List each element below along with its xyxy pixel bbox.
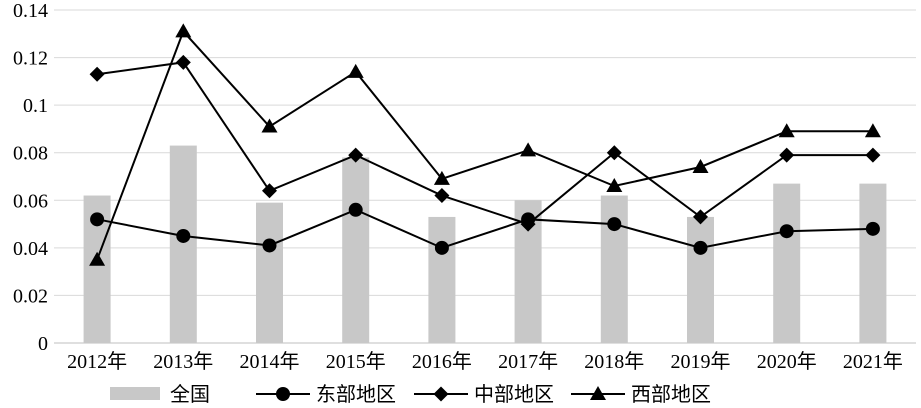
y-tick-label: 0 bbox=[38, 333, 48, 355]
y-tick-label: 0.08 bbox=[13, 143, 48, 165]
y-tick-label: 0.14 bbox=[13, 0, 48, 22]
bar bbox=[342, 157, 370, 343]
bar bbox=[428, 216, 456, 343]
bar bbox=[859, 183, 887, 343]
data-point bbox=[175, 54, 191, 70]
legend-label: 东部地区 bbox=[316, 382, 396, 406]
data-point bbox=[520, 216, 536, 232]
x-tick-label: 2012年 bbox=[67, 350, 127, 373]
data-point bbox=[693, 240, 708, 255]
x-tick-label: 2013年 bbox=[153, 350, 213, 373]
data-point bbox=[89, 66, 105, 82]
y-tick-label: 0.02 bbox=[13, 285, 48, 307]
data-point bbox=[434, 240, 449, 255]
bar bbox=[773, 183, 801, 343]
legend-swatch bbox=[110, 387, 160, 400]
data-point bbox=[606, 178, 623, 193]
data-point bbox=[607, 217, 622, 232]
data-point bbox=[262, 238, 277, 253]
data-point bbox=[606, 145, 622, 161]
data-point bbox=[865, 221, 880, 236]
series-line bbox=[96, 208, 873, 249]
y-tick-label: 0.04 bbox=[13, 238, 48, 260]
data-point bbox=[347, 63, 364, 78]
y-tick-label: 0.12 bbox=[13, 48, 48, 70]
y-tick-label: 0.1 bbox=[23, 95, 48, 117]
data-point bbox=[261, 118, 278, 133]
x-tick-label: 2019年 bbox=[671, 350, 731, 373]
data-point bbox=[692, 158, 709, 173]
data-point bbox=[262, 183, 277, 199]
data-point bbox=[348, 147, 364, 163]
x-tick-label: 2017年 bbox=[498, 350, 558, 373]
data-point bbox=[779, 147, 795, 163]
legend-marker bbox=[276, 387, 290, 401]
data-point bbox=[434, 188, 450, 204]
data-point bbox=[175, 23, 192, 38]
data-point bbox=[864, 123, 881, 138]
bar bbox=[256, 202, 283, 343]
data-point bbox=[176, 228, 191, 243]
legend-marker bbox=[590, 386, 606, 400]
series-line bbox=[96, 61, 873, 226]
x-tick-label: 2015年 bbox=[326, 350, 386, 373]
x-tick-label: 2018年 bbox=[584, 350, 644, 373]
legend-marker bbox=[433, 386, 449, 402]
bar bbox=[169, 145, 197, 343]
x-tick-label: 2021年 bbox=[843, 350, 903, 373]
legend-label: 中部地区 bbox=[474, 382, 554, 406]
legend-label: 西部地区 bbox=[631, 382, 711, 406]
x-tick-label: 2014年 bbox=[240, 350, 300, 373]
data-point bbox=[779, 224, 794, 239]
data-point bbox=[693, 209, 708, 225]
x-tick-label: 2020年 bbox=[757, 350, 817, 373]
data-point bbox=[433, 170, 450, 185]
data-point bbox=[865, 147, 881, 163]
data-point bbox=[89, 251, 106, 266]
data-point bbox=[778, 123, 795, 138]
series-line bbox=[96, 29, 873, 261]
x-tick-label: 2016年 bbox=[412, 350, 472, 373]
legend-label: 全国 bbox=[170, 382, 210, 406]
data-point bbox=[90, 212, 105, 227]
bar bbox=[687, 216, 714, 343]
data-point bbox=[520, 142, 537, 157]
y-tick-label: 0.06 bbox=[13, 190, 48, 212]
data-point bbox=[348, 202, 363, 217]
